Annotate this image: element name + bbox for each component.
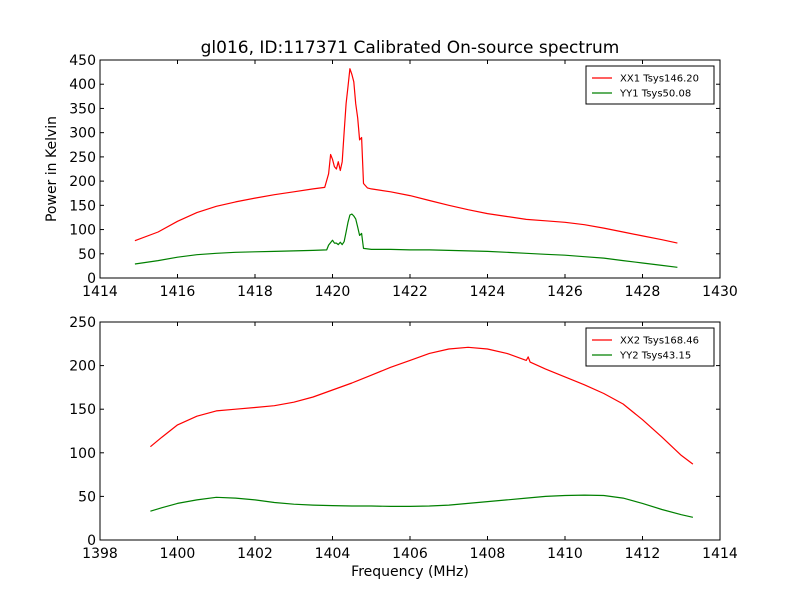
legend-box <box>585 327 715 367</box>
x-tick-label: 1412 <box>625 546 661 562</box>
y-tick-label: 100 <box>69 446 96 462</box>
x-tick-label: 1414 <box>82 284 118 300</box>
legend-label: XX2 Tsys168.46 <box>620 336 699 347</box>
y-tick-label: 50 <box>78 247 96 263</box>
y-tick-label: 150 <box>69 198 96 214</box>
y-tick-label: 400 <box>69 77 96 93</box>
chart-title: gl016, ID:117371 Calibrated On-source sp… <box>201 38 620 58</box>
y-tick-label: 50 <box>78 489 96 505</box>
x-tick-label: 1416 <box>160 284 196 300</box>
y-tick-label: 250 <box>69 150 96 166</box>
x-tick-label: 1426 <box>547 284 583 300</box>
bottom-chart: 1398 1400 1402 1404 1406 1408 1410 1412 1414 0 50 1… <box>69 315 738 580</box>
legend: XX1 Tsys146.20 YY1 Tsys50.08 <box>585 65 715 105</box>
y-tick-label: 150 <box>69 402 96 418</box>
top-chart: 1414 1416 1418 1420 1422 1424 1426 1428 1430 0 50 1… <box>44 53 738 300</box>
x-tick-label: 1406 <box>392 546 428 562</box>
legend-label: YY1 Tsys50.08 <box>619 89 691 100</box>
legend: XX2 Tsys168.46 YY2 Tsys43.15 <box>585 327 715 367</box>
x-tick-label: 1402 <box>237 546 273 562</box>
series-line-xx1-tsys146-20 <box>134 68 678 244</box>
legend-box <box>585 65 715 105</box>
y-tick-label: 200 <box>69 174 96 190</box>
y-tick-label: 300 <box>69 126 96 142</box>
y-tick-label: 0 <box>87 533 96 549</box>
legend-label: YY2 Tsys43.15 <box>619 351 691 362</box>
x-tick-label: 1424 <box>470 284 506 300</box>
series-line-xx2-tsys168-46 <box>150 346 694 465</box>
x-tick-label: 1428 <box>625 284 661 300</box>
y-tick-label: 200 <box>69 359 96 375</box>
x-tick-label: 1422 <box>392 284 428 300</box>
y-axis-label: Power in Kelvin <box>44 116 60 222</box>
x-tick-label: 1414 <box>702 546 738 562</box>
y-tick-label: 100 <box>69 223 96 239</box>
x-tick-label: 1400 <box>160 546 196 562</box>
y-tick-label: 0 <box>87 271 96 287</box>
legend-label: XX1 Tsys146.20 <box>620 74 699 85</box>
x-tick-label: 1418 <box>237 284 273 300</box>
series-line-yy1-tsys50-08 <box>134 213 678 268</box>
x-axis-label: Frequency (MHz) <box>351 564 469 580</box>
x-tick-label: 1430 <box>702 284 738 300</box>
y-tick-label: 350 <box>69 101 96 117</box>
x-tick-label: 1420 <box>315 284 351 300</box>
series-line-yy2-tsys43-15 <box>150 494 694 518</box>
y-tick-label: 450 <box>69 53 96 69</box>
x-tick-label: 1398 <box>82 546 118 562</box>
x-tick-label: 1410 <box>547 546 583 562</box>
x-tick-label: 1408 <box>470 546 506 562</box>
y-tick-label: 250 <box>69 315 96 331</box>
x-tick-label: 1404 <box>315 546 351 562</box>
